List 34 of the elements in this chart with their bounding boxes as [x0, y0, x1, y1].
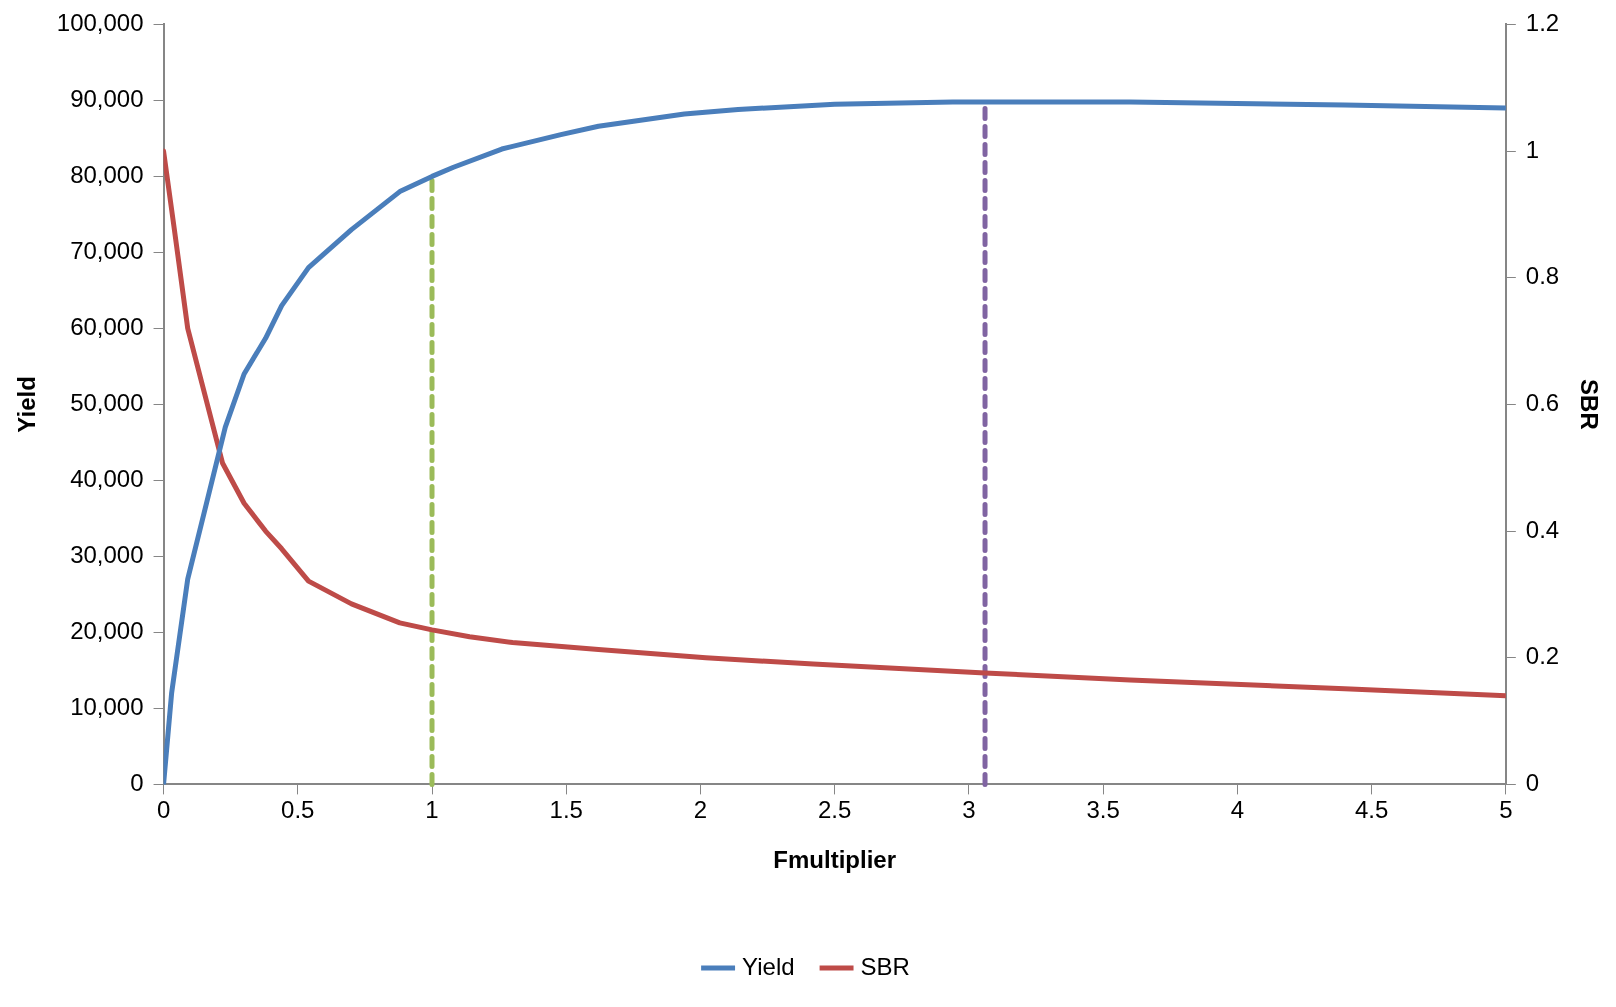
x-tick-label: 2.5 [818, 796, 852, 824]
y-tick-label: 40,000 [70, 465, 144, 493]
x-tick-label: 3.5 [1086, 796, 1120, 824]
x-tick-label: 4.5 [1354, 796, 1389, 824]
x-tick-label: 1 [425, 796, 439, 824]
x-tick-label: 5 [1499, 796, 1513, 824]
x-tick-label: 3 [962, 796, 976, 824]
x-tick-label: 0 [156, 796, 171, 824]
x-tick-label: 2 [693, 796, 708, 824]
y2-tick-label: 0.4 [1525, 515, 1560, 543]
y2-tick-label: 1 [1525, 135, 1540, 163]
y2-tick-label: 0.2 [1525, 642, 1560, 670]
y-tick-label: 90,000 [70, 85, 144, 113]
y-axis-title: Yield [13, 376, 41, 433]
y-tick-label: 50,000 [70, 389, 144, 417]
y-tick-label: 60,000 [70, 313, 144, 341]
x-axis-title: Fmultiplier [773, 846, 897, 874]
x-tick-label: 1.5 [549, 796, 583, 824]
legend-label: SBR [860, 952, 910, 980]
y2-tick-label: 0 [1525, 769, 1540, 797]
y2-tick-label: 0.6 [1525, 389, 1560, 417]
x-tick-label: 0.5 [281, 796, 315, 824]
y2-tick-label: 1.2 [1525, 9, 1560, 37]
y-tick-label: 80,000 [70, 161, 144, 189]
y-tick-label: 70,000 [70, 237, 144, 265]
y-tick-label: 0 [130, 769, 144, 797]
y2-tick-label: 0.8 [1525, 262, 1560, 290]
legend-label: Yield [742, 952, 795, 980]
y-tick-label: 10,000 [70, 693, 144, 721]
x-tick-label: 4 [1230, 796, 1245, 824]
y2-axis-title: SBR [1575, 379, 1603, 430]
y-tick-label: 30,000 [70, 541, 144, 569]
y-tick-label: 100,000 [56, 9, 144, 37]
y-tick-label: 20,000 [70, 617, 144, 645]
